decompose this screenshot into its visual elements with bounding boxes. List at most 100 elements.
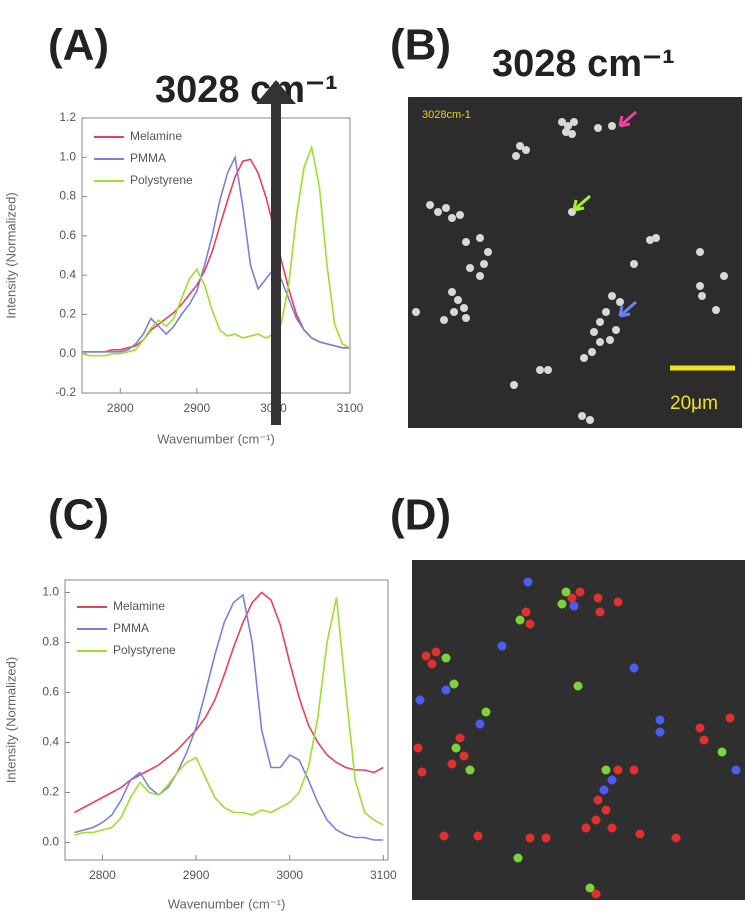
particle xyxy=(541,833,551,843)
particle xyxy=(462,314,470,322)
y-axis-label: Intensity (Normalized) xyxy=(3,192,18,318)
plot-frame xyxy=(81,117,351,394)
particle xyxy=(448,288,456,296)
particle xyxy=(696,282,704,290)
particle xyxy=(581,823,591,833)
y-axis-label: Intensity (Normalized) xyxy=(3,657,18,783)
particle xyxy=(476,234,484,242)
particle xyxy=(413,743,423,753)
particle xyxy=(578,412,586,420)
particle xyxy=(567,593,577,603)
particle xyxy=(585,883,595,893)
particle xyxy=(601,765,611,775)
particle xyxy=(440,316,448,324)
y-tick-label: 0.2 xyxy=(59,307,76,321)
particle xyxy=(613,765,623,775)
series-line xyxy=(81,144,351,357)
particle xyxy=(476,272,484,280)
particle xyxy=(568,130,576,138)
particle xyxy=(417,767,427,777)
x-tick-label: 2800 xyxy=(107,401,134,415)
particle xyxy=(465,765,475,775)
particle xyxy=(521,607,531,617)
band-arrowhead xyxy=(256,80,296,104)
particle xyxy=(448,214,456,222)
particle xyxy=(455,733,465,743)
particle xyxy=(629,663,639,673)
particle xyxy=(480,260,488,268)
series-line xyxy=(74,591,384,814)
plot-frame xyxy=(64,579,389,861)
particle xyxy=(439,831,449,841)
particle xyxy=(588,348,596,356)
particle xyxy=(655,727,665,737)
panel-label: (D) xyxy=(390,491,451,540)
image-label: 3028cm-1 xyxy=(422,109,471,121)
particle xyxy=(616,298,624,306)
y-tick-label: -0.2 xyxy=(55,385,76,399)
particle xyxy=(586,416,594,424)
particle xyxy=(698,292,706,300)
particle xyxy=(512,152,520,160)
series-line xyxy=(82,154,350,353)
x-tick-label: 2900 xyxy=(184,401,211,415)
particle xyxy=(454,296,462,304)
y-tick-label: 0.8 xyxy=(42,635,59,649)
particle xyxy=(462,238,470,246)
particle xyxy=(607,823,617,833)
particle xyxy=(635,829,645,839)
series-line xyxy=(74,597,384,836)
particle xyxy=(497,641,507,651)
particle xyxy=(608,122,616,130)
particle xyxy=(699,735,709,745)
particle xyxy=(447,759,457,769)
y-tick-label: 1.2 xyxy=(59,110,76,124)
particle xyxy=(580,354,588,362)
legend-label: Melamine xyxy=(130,129,182,143)
band-label: 3028 cm⁻¹ xyxy=(155,69,338,111)
particle xyxy=(629,765,639,775)
particle xyxy=(516,142,524,150)
x-tick-label: 3100 xyxy=(337,401,364,415)
legend-label: Polystyrene xyxy=(113,643,176,657)
series-line xyxy=(74,593,384,841)
particle xyxy=(525,833,535,843)
particle xyxy=(591,889,601,899)
particle xyxy=(569,601,579,611)
particle xyxy=(522,146,530,154)
particle xyxy=(481,707,491,717)
particle xyxy=(606,336,614,344)
particle xyxy=(630,260,638,268)
legend-label: PMMA xyxy=(130,151,166,165)
particle xyxy=(415,695,425,705)
particle xyxy=(460,304,468,312)
y-tick-label: 1.0 xyxy=(59,149,76,163)
particle xyxy=(475,719,485,729)
legend-label: Polystyrene xyxy=(130,173,193,187)
x-tick-label: 3000 xyxy=(276,868,303,882)
particle xyxy=(510,381,518,389)
legend-label: PMMA xyxy=(113,621,149,635)
y-tick-label: 0.2 xyxy=(42,785,59,799)
x-tick-label: 3100 xyxy=(370,868,397,882)
particle xyxy=(612,326,620,334)
particle xyxy=(596,318,604,326)
x-tick-label: 2900 xyxy=(183,868,210,882)
particle xyxy=(595,607,605,617)
y-tick-label: 0.8 xyxy=(59,189,76,203)
arrows xyxy=(572,110,637,318)
y-tick-label: 0.0 xyxy=(59,346,76,360)
particle xyxy=(655,715,665,725)
particle xyxy=(421,651,431,661)
particle xyxy=(427,659,437,669)
particle xyxy=(441,653,451,663)
classified-image xyxy=(412,560,745,900)
particle xyxy=(671,833,681,843)
particle xyxy=(607,775,617,785)
particle xyxy=(575,587,585,597)
particle xyxy=(717,747,727,757)
particle xyxy=(594,124,602,132)
particle xyxy=(558,118,566,126)
particle xyxy=(596,338,604,346)
